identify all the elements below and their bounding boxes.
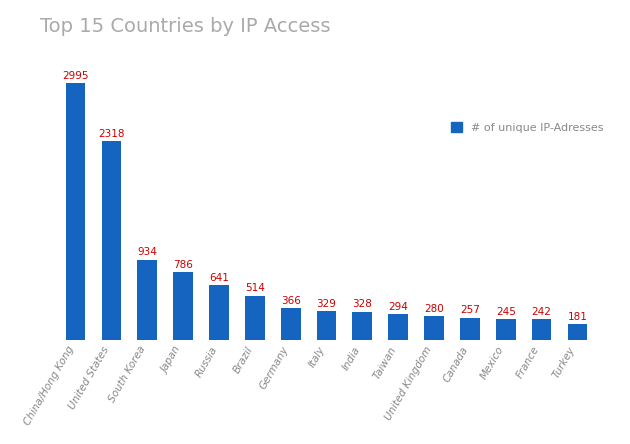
Bar [245, 296, 265, 340]
Bar [388, 314, 408, 340]
Bar [496, 319, 515, 340]
Text: 242: 242 [532, 307, 551, 317]
Bar [460, 317, 479, 340]
Bar [209, 285, 229, 340]
Bar [281, 308, 301, 340]
Text: 786: 786 [173, 260, 193, 270]
Text: Top 15 Countries by IP Access: Top 15 Countries by IP Access [40, 17, 330, 36]
Text: 514: 514 [245, 283, 265, 293]
Bar [353, 312, 372, 340]
Text: 280: 280 [424, 304, 444, 313]
Text: 181: 181 [568, 312, 587, 322]
Text: 294: 294 [388, 302, 408, 312]
Text: 641: 641 [209, 273, 229, 282]
Text: 245: 245 [496, 306, 516, 317]
Text: 329: 329 [316, 299, 336, 309]
Text: 2318: 2318 [98, 129, 125, 139]
Bar [66, 83, 86, 340]
Bar [317, 311, 336, 340]
Bar [173, 272, 193, 340]
Text: 366: 366 [281, 296, 301, 306]
Bar [137, 260, 157, 340]
Bar [101, 141, 122, 340]
Text: 2995: 2995 [62, 71, 89, 81]
Bar [532, 319, 551, 340]
Bar [568, 324, 587, 340]
Text: 328: 328 [352, 299, 372, 309]
Text: 934: 934 [137, 247, 158, 258]
Legend: # of unique IP-Adresses: # of unique IP-Adresses [447, 118, 608, 138]
Text: 257: 257 [460, 305, 480, 316]
Bar [424, 316, 444, 340]
